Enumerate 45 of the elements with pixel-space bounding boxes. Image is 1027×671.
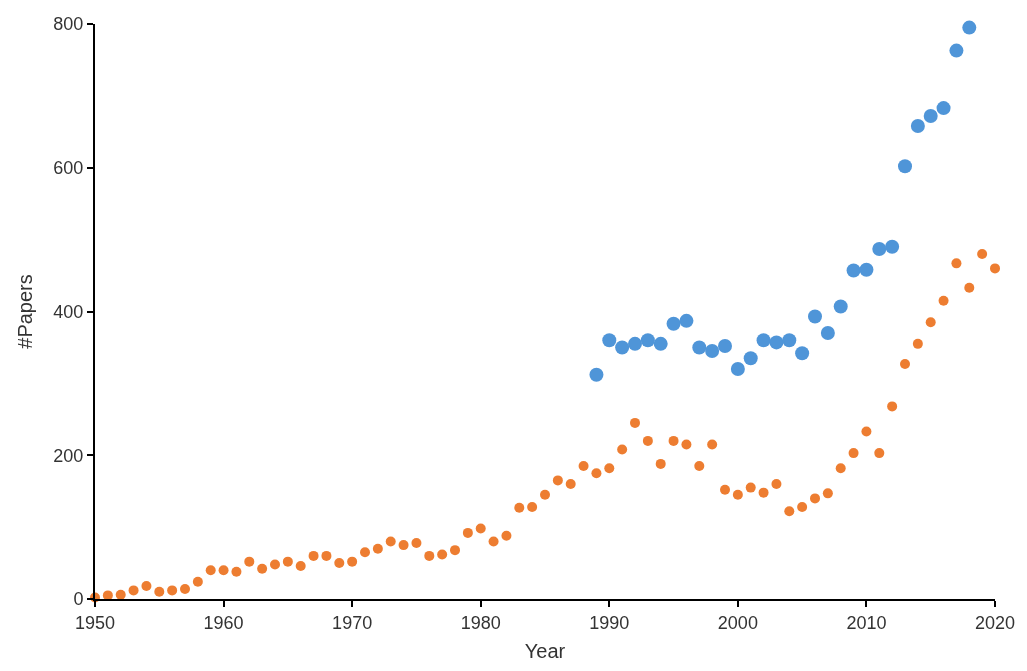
point (589, 367, 604, 382)
y-tick-label: 400 (53, 301, 84, 322)
point (730, 362, 745, 376)
point (795, 346, 810, 361)
point (628, 336, 642, 351)
point (949, 43, 964, 58)
x-tick-label: 1960 (203, 612, 244, 633)
point (820, 326, 835, 341)
y-tick-label: 200 (53, 445, 84, 466)
y-tick-label: 600 (53, 158, 84, 179)
point (640, 333, 655, 348)
x-tick-label: 2010 (846, 612, 887, 633)
point (808, 309, 822, 324)
point (705, 344, 720, 359)
x-tick-label: 2020 (974, 612, 1016, 633)
point (962, 20, 977, 35)
point (692, 340, 707, 355)
point (756, 333, 771, 348)
point (602, 333, 617, 348)
point (898, 159, 912, 174)
point (910, 119, 925, 134)
point (872, 241, 887, 256)
x-tick-label: 1990 (589, 612, 630, 633)
point (885, 239, 900, 254)
point (833, 299, 848, 314)
point (846, 263, 861, 278)
point (782, 333, 797, 348)
point (923, 109, 938, 123)
x-tick-label: 1970 (332, 612, 373, 633)
point (718, 339, 732, 353)
point (769, 335, 784, 350)
point (615, 340, 630, 355)
x-tick-label: 1980 (460, 612, 501, 633)
point (743, 351, 758, 366)
point (859, 262, 874, 277)
point (679, 313, 694, 328)
y-axis-title: #Papers (14, 274, 37, 349)
point (653, 336, 668, 351)
point (666, 316, 681, 331)
x-tick-label: 2000 (717, 612, 758, 633)
y-tick-label: 800 (53, 14, 84, 35)
x-axis-title: Year (524, 639, 566, 662)
x-tick-label: 1950 (74, 612, 116, 633)
y-tick-label: 0 (73, 589, 84, 610)
point (936, 101, 951, 116)
